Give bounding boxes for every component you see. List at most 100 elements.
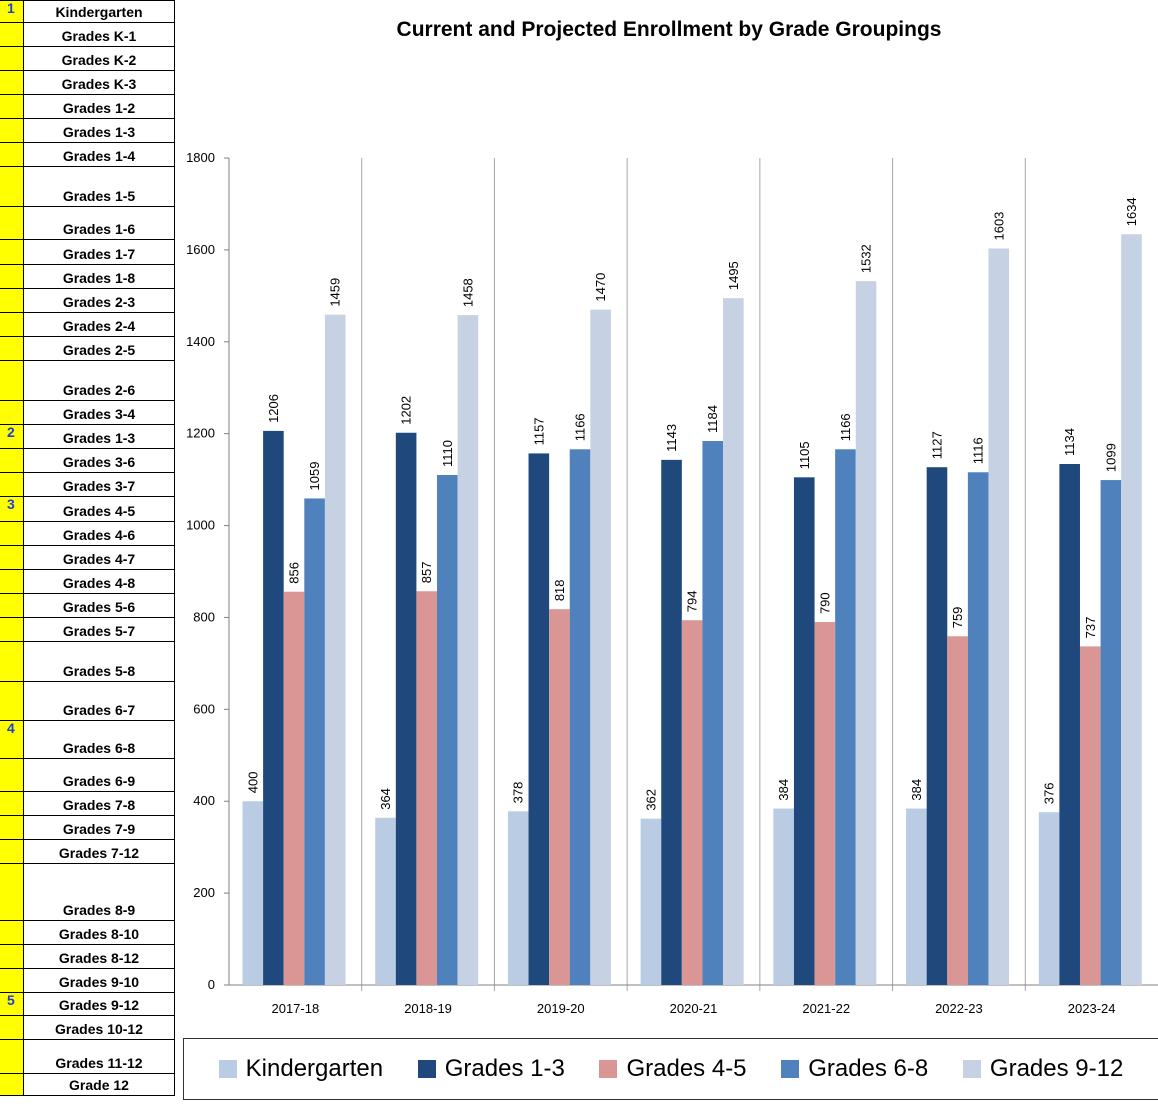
row-index-cell[interactable]: 1: [0, 0, 24, 23]
sheet-row[interactable]: Grades 5-7: [0, 618, 175, 642]
row-index-cell[interactable]: [0, 401, 24, 425]
grade-label-cell[interactable]: Grades 1-5: [24, 167, 175, 207]
grade-label-cell[interactable]: Grades 9-10: [24, 969, 175, 993]
sheet-row[interactable]: Grades 3-7: [0, 473, 175, 497]
grade-label-cell[interactable]: Grades 7-12: [24, 840, 175, 864]
sheet-row[interactable]: Grades 1-5: [0, 167, 175, 207]
sheet-row[interactable]: Grades 8-9: [0, 864, 175, 921]
row-index-cell[interactable]: [0, 840, 24, 864]
row-index-cell[interactable]: [0, 682, 24, 721]
sheet-row[interactable]: Grades 1-3: [0, 119, 175, 143]
sheet-row[interactable]: Grades 5-8: [0, 642, 175, 682]
sheet-row[interactable]: Grades 7-9: [0, 816, 175, 840]
grade-label-cell[interactable]: Grades 1-2: [24, 95, 175, 119]
grade-label-cell[interactable]: Grades 3-4: [24, 401, 175, 425]
sheet-row[interactable]: Grades 9-10: [0, 969, 175, 993]
grade-label-cell[interactable]: Grades 8-12: [24, 945, 175, 969]
sheet-row[interactable]: Grades 2-4: [0, 313, 175, 337]
grade-label-cell[interactable]: Grades 5-6: [24, 594, 175, 618]
sheet-row[interactable]: 4 Grades 6-8: [0, 721, 175, 759]
row-index-cell[interactable]: [0, 289, 24, 313]
grade-label-cell[interactable]: Grades 2-6: [24, 361, 175, 401]
sheet-row[interactable]: 3 Grades 4-5: [0, 497, 175, 522]
grade-label-cell[interactable]: Grades 5-7: [24, 618, 175, 642]
grade-label-cell[interactable]: Grades 7-9: [24, 816, 175, 840]
grade-label-cell[interactable]: Grades 3-6: [24, 449, 175, 473]
sheet-row[interactable]: 2 Grades 1-3: [0, 425, 175, 449]
grade-label-cell[interactable]: Grades 2-3: [24, 289, 175, 313]
row-index-cell[interactable]: [0, 969, 24, 993]
grade-label-cell[interactable]: Grades K-2: [24, 47, 175, 71]
grade-label-cell[interactable]: Grades 1-4: [24, 143, 175, 167]
row-index-cell[interactable]: [0, 1016, 24, 1040]
sheet-row[interactable]: 1 Kindergarten: [0, 0, 175, 23]
sheet-row[interactable]: Grades 1-8: [0, 265, 175, 289]
grade-label-cell[interactable]: Grades 8-9: [24, 864, 175, 921]
row-index-cell[interactable]: 4: [0, 721, 24, 759]
grade-label-cell[interactable]: Grades 1-7: [24, 240, 175, 265]
row-index-cell[interactable]: 3: [0, 497, 24, 522]
sheet-row[interactable]: Grades 4-6: [0, 522, 175, 546]
row-index-cell[interactable]: [0, 1074, 24, 1096]
row-index-cell[interactable]: 2: [0, 425, 24, 449]
sheet-row[interactable]: Grades 5-6: [0, 594, 175, 618]
grade-label-cell[interactable]: Grades 6-8: [24, 721, 175, 759]
grade-label-cell[interactable]: Grades 1-3: [24, 425, 175, 449]
sheet-row[interactable]: Grades 4-8: [0, 570, 175, 594]
row-index-cell[interactable]: [0, 71, 24, 95]
row-index-cell[interactable]: [0, 361, 24, 401]
grade-label-cell[interactable]: Grades 3-7: [24, 473, 175, 497]
row-index-cell[interactable]: [0, 618, 24, 642]
sheet-row[interactable]: Grades 6-9: [0, 759, 175, 792]
row-index-cell[interactable]: [0, 143, 24, 167]
sheet-row[interactable]: Grades 8-10: [0, 921, 175, 945]
sheet-row[interactable]: Grades 4-7: [0, 546, 175, 570]
grade-label-cell[interactable]: Grades K-1: [24, 23, 175, 47]
row-index-cell[interactable]: [0, 522, 24, 546]
sheet-row[interactable]: Grades 1-4: [0, 143, 175, 167]
row-index-cell[interactable]: [0, 546, 24, 570]
grade-label-cell[interactable]: Grades 4-5: [24, 497, 175, 522]
row-index-cell[interactable]: [0, 759, 24, 792]
row-index-cell[interactable]: [0, 265, 24, 289]
row-index-cell[interactable]: [0, 240, 24, 265]
sheet-row[interactable]: Grades 7-8: [0, 792, 175, 816]
row-index-cell[interactable]: [0, 23, 24, 47]
grade-label-cell[interactable]: Grades 9-12: [24, 993, 175, 1016]
row-index-cell[interactable]: [0, 570, 24, 594]
row-index-cell[interactable]: [0, 864, 24, 921]
sheet-row[interactable]: Grades 1-7: [0, 240, 175, 265]
row-index-cell[interactable]: [0, 167, 24, 207]
sheet-row[interactable]: Grades 2-3: [0, 289, 175, 313]
sheet-row[interactable]: Grades 2-6: [0, 361, 175, 401]
row-index-cell[interactable]: [0, 449, 24, 473]
grade-label-cell[interactable]: Grades 4-8: [24, 570, 175, 594]
grade-label-cell[interactable]: Grades 11-12: [24, 1040, 175, 1074]
row-index-cell[interactable]: 5: [0, 993, 24, 1016]
grade-label-cell[interactable]: Grades 10-12: [24, 1016, 175, 1040]
sheet-row[interactable]: Grades K-1: [0, 23, 175, 47]
row-index-cell[interactable]: [0, 792, 24, 816]
grade-label-cell[interactable]: Grades 6-9: [24, 759, 175, 792]
row-index-cell[interactable]: [0, 337, 24, 361]
grade-label-cell[interactable]: Grades 8-10: [24, 921, 175, 945]
sheet-row[interactable]: Grades 7-12: [0, 840, 175, 864]
row-index-cell[interactable]: [0, 642, 24, 682]
sheet-row[interactable]: Grades 6-7: [0, 682, 175, 721]
grade-label-cell[interactable]: Grade 12: [24, 1074, 175, 1096]
grade-label-cell[interactable]: Grades 4-6: [24, 522, 175, 546]
sheet-row[interactable]: Grades 8-12: [0, 945, 175, 969]
sheet-row[interactable]: Grades 1-2: [0, 95, 175, 119]
row-index-cell[interactable]: [0, 921, 24, 945]
sheet-row[interactable]: Grade 12: [0, 1074, 175, 1096]
grade-label-cell[interactable]: Grades 2-5: [24, 337, 175, 361]
sheet-row[interactable]: Grades 3-6: [0, 449, 175, 473]
row-index-cell[interactable]: [0, 594, 24, 618]
sheet-row[interactable]: Grades K-2: [0, 47, 175, 71]
sheet-row[interactable]: Grades K-3: [0, 71, 175, 95]
sheet-row[interactable]: Grades 10-12: [0, 1016, 175, 1040]
sheet-row[interactable]: Grades 1-6: [0, 207, 175, 240]
sheet-row[interactable]: Grades 3-4: [0, 401, 175, 425]
row-index-cell[interactable]: [0, 945, 24, 969]
row-index-cell[interactable]: [0, 119, 24, 143]
